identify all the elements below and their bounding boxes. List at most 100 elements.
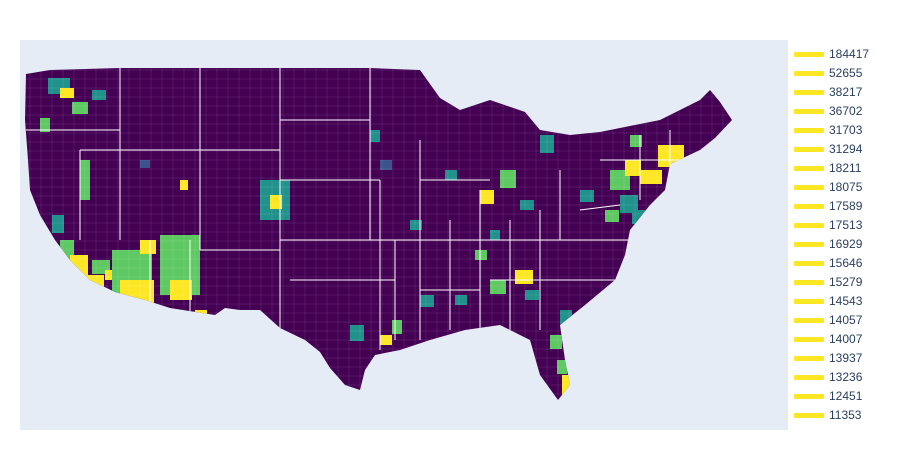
- legend-item[interactable]: 11353: [792, 407, 892, 426]
- county-patch: [80, 160, 90, 200]
- legend-label: 15279: [829, 275, 863, 289]
- legend-item[interactable]: 31703: [792, 122, 892, 141]
- legend-item[interactable]: 38217: [792, 84, 892, 103]
- county-patch: [40, 118, 50, 132]
- legend-label: 17513: [829, 218, 863, 232]
- county-patch: [92, 90, 106, 100]
- legend-label: 31294: [829, 142, 863, 156]
- legend-swatch: [794, 52, 824, 57]
- legend-label: 11353: [829, 408, 862, 422]
- county-patch: [70, 255, 88, 275]
- legend-label: 13937: [829, 351, 863, 365]
- legend-item[interactable]: 17513: [792, 217, 892, 236]
- county-patch: [525, 290, 539, 300]
- legend-label: 14543: [829, 294, 863, 308]
- county-patch: [550, 335, 562, 349]
- county-patch: [52, 215, 64, 233]
- county-patch: [490, 280, 506, 294]
- us-landmass: [25, 68, 732, 400]
- legend-item[interactable]: 31294: [792, 141, 892, 160]
- us-outline: [25, 68, 732, 400]
- legend-item[interactable]: 13236: [792, 369, 892, 388]
- legend-swatch: [794, 185, 824, 190]
- legend-swatch: [794, 223, 824, 228]
- legend-item[interactable]: 18075: [792, 179, 892, 198]
- county-patch: [480, 190, 494, 204]
- legend-item[interactable]: 18211: [792, 160, 892, 179]
- county-patch: [520, 200, 534, 210]
- legend-label: 12451: [829, 389, 863, 403]
- legend-label: 16929: [829, 237, 863, 251]
- county-color-patches: [40, 78, 684, 397]
- county-patch: [475, 250, 487, 260]
- county-patch: [410, 220, 422, 230]
- legend-swatch: [794, 71, 824, 76]
- legend-label: 14057: [829, 313, 863, 327]
- legend-label: 31703: [829, 123, 863, 137]
- legend-swatch: [794, 90, 824, 95]
- legend-item[interactable]: 52655: [792, 65, 892, 84]
- legend-label: 15646: [829, 256, 863, 270]
- legend-item[interactable]: 13937: [792, 350, 892, 369]
- county-patch: [445, 170, 457, 180]
- county-patch: [580, 190, 594, 202]
- legend-swatch: [794, 318, 824, 323]
- legend-label: 18075: [829, 180, 863, 194]
- legend-item[interactable]: 15646: [792, 255, 892, 274]
- legend-label: 52655: [829, 66, 863, 80]
- legend-item[interactable]: 14057: [792, 312, 892, 331]
- county-patch: [392, 320, 402, 334]
- county-patch: [170, 280, 192, 300]
- county-patch: [420, 295, 434, 307]
- legend-swatch: [794, 280, 824, 285]
- county-patch: [630, 135, 642, 147]
- legend-item[interactable]: 17589: [792, 198, 892, 217]
- legend-swatch: [794, 242, 824, 247]
- county-patch: [380, 160, 392, 170]
- county-patch: [500, 170, 516, 188]
- legend-swatch: [794, 109, 824, 114]
- county-patch: [72, 102, 88, 114]
- county-patch: [370, 130, 380, 142]
- state-boundaries: [26, 68, 680, 350]
- legend-label: 18211: [829, 161, 862, 175]
- legend-label: 14007: [829, 332, 863, 346]
- state-boundary: [579, 204, 621, 211]
- legend-label: 13236: [829, 370, 863, 384]
- legend-label: 17589: [829, 199, 863, 213]
- legend-item[interactable]: 14007: [792, 331, 892, 350]
- county-patch: [490, 230, 500, 240]
- legend-label: 36702: [829, 104, 863, 118]
- county-patch: [140, 160, 150, 168]
- legend-swatch: [794, 337, 824, 342]
- county-patch: [195, 310, 207, 320]
- legend-swatch: [794, 261, 824, 266]
- legend-label: 38217: [829, 85, 863, 99]
- legend-swatch: [794, 166, 824, 171]
- county-patch: [625, 160, 641, 176]
- map-panel[interactable]: [20, 40, 788, 430]
- county-patch: [80, 275, 104, 293]
- legend-item[interactable]: 16929: [792, 236, 892, 255]
- us-county-choropleth-map[interactable]: [20, 40, 788, 430]
- legend: 184417 52655 38217 36702 31703 31294 18211 1807…: [792, 46, 892, 426]
- legend-swatch: [794, 204, 824, 209]
- legend-swatch: [794, 299, 824, 304]
- legend-item[interactable]: 36702: [792, 103, 892, 122]
- legend-swatch: [794, 128, 824, 133]
- legend-item[interactable]: 14543: [792, 293, 892, 312]
- legend-swatch: [794, 356, 824, 361]
- legend-swatch: [794, 147, 824, 152]
- county-patch: [605, 210, 619, 222]
- county-patch: [620, 195, 638, 213]
- county-patch: [658, 145, 684, 167]
- legend-item[interactable]: 184417: [792, 46, 892, 65]
- legend-item[interactable]: 12451: [792, 388, 892, 407]
- county-patch: [632, 210, 646, 224]
- county-patch: [557, 360, 567, 374]
- legend-swatch: [794, 375, 824, 380]
- county-patch: [180, 180, 188, 190]
- county-patch: [60, 88, 74, 98]
- legend-item[interactable]: 15279: [792, 274, 892, 293]
- legend-swatch: [794, 394, 824, 399]
